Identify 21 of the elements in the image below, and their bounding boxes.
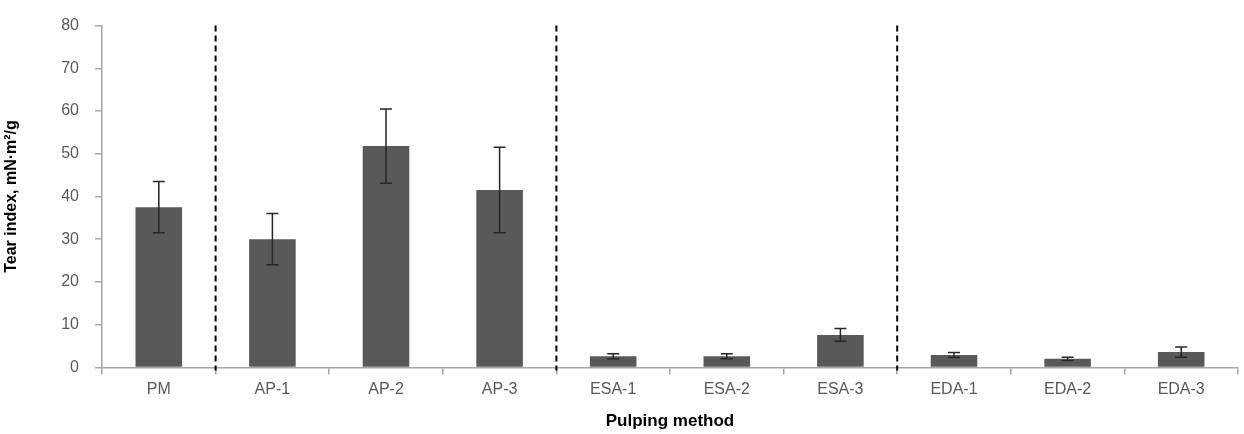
x-axis-title: Pulping method (605, 411, 735, 431)
x-tick-label: ESA-1 (590, 380, 637, 398)
x-tick-label: AP-3 (481, 380, 518, 398)
y-tick-label: 10 (61, 315, 80, 333)
y-tick-label: 60 (61, 101, 80, 119)
x-tick-label: EDA-3 (1157, 380, 1205, 398)
y-tick-label: 20 (61, 272, 80, 290)
y-tick-label: 0 (70, 357, 80, 375)
y-tick-label: 80 (61, 16, 80, 34)
x-tick-label: AP-2 (368, 380, 404, 398)
y-tick-label: 70 (61, 58, 80, 76)
y-tick-label: 50 (61, 144, 80, 162)
y-axis-title: Tear index, mN·m²/g (2, 120, 20, 273)
y-tick-label: 30 (61, 229, 80, 247)
x-tick-label: EDA-1 (930, 380, 978, 398)
x-tick-label: EDA-2 (1044, 380, 1092, 398)
x-tick-label: ESA-3 (817, 380, 864, 398)
x-tick-label: PM (146, 380, 171, 398)
x-tick-label: ESA-2 (703, 380, 751, 398)
x-tick-label: AP-1 (254, 380, 291, 398)
y-tick-label: 40 (61, 186, 80, 204)
